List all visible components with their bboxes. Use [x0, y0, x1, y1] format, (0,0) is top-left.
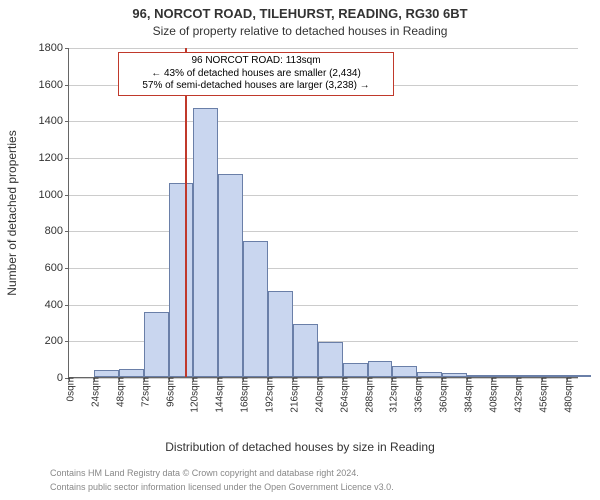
chart-container: 96, NORCOT ROAD, TILEHURST, READING, RG3…	[0, 0, 600, 500]
gridline	[69, 195, 578, 196]
ytick-label: 400	[45, 299, 69, 311]
histogram-bar	[218, 174, 243, 377]
xtick-label: 24sqm	[86, 377, 101, 407]
gridline	[69, 268, 578, 269]
gridline	[69, 48, 578, 49]
xtick-label: 336sqm	[410, 377, 425, 413]
xtick-label: 192sqm	[261, 377, 276, 413]
ytick-label: 200	[45, 335, 69, 347]
chart-title: 96, NORCOT ROAD, TILEHURST, READING, RG3…	[0, 6, 600, 21]
gridline	[69, 158, 578, 159]
histogram-bar	[119, 369, 144, 377]
histogram-bar	[144, 312, 169, 377]
histogram-bar	[243, 241, 268, 377]
ytick-label: 600	[45, 262, 69, 274]
plot-area: 0200400600800100012001400160018000sqm24s…	[68, 48, 578, 378]
gridline	[69, 231, 578, 232]
histogram-bar	[318, 342, 343, 377]
histogram-bar	[293, 324, 318, 377]
xtick-label: 432sqm	[509, 377, 524, 413]
xtick-label: 96sqm	[161, 377, 176, 407]
xtick-label: 168sqm	[236, 377, 251, 413]
ytick-label: 1200	[39, 152, 69, 164]
annotation-box: 96 NORCOT ROAD: 113sqm← 43% of detached …	[118, 52, 394, 96]
xtick-label: 120sqm	[186, 377, 201, 413]
xtick-label: 0sqm	[62, 377, 77, 401]
histogram-bar	[343, 363, 368, 377]
histogram-bar	[193, 108, 218, 378]
xtick-label: 240sqm	[310, 377, 325, 413]
xtick-label: 384sqm	[460, 377, 475, 413]
xtick-label: 216sqm	[285, 377, 300, 413]
footer-line-1: Contains HM Land Registry data © Crown c…	[50, 468, 359, 478]
histogram-bar	[94, 370, 119, 377]
footer-line-2: Contains public sector information licen…	[50, 482, 394, 492]
xtick-label: 288sqm	[360, 377, 375, 413]
histogram-bar	[268, 291, 293, 377]
histogram-bar	[392, 366, 417, 377]
x-axis-label: Distribution of detached houses by size …	[0, 440, 600, 454]
xtick-label: 72sqm	[136, 377, 151, 407]
xtick-label: 264sqm	[335, 377, 350, 413]
xtick-label: 144sqm	[211, 377, 226, 413]
annotation-line: 57% of semi-detached houses are larger (…	[125, 80, 387, 93]
ytick-label: 1800	[39, 42, 69, 54]
xtick-label: 408sqm	[484, 377, 499, 413]
xtick-label: 456sqm	[534, 377, 549, 413]
ytick-label: 1600	[39, 79, 69, 91]
ytick-label: 800	[45, 225, 69, 237]
xtick-label: 312sqm	[385, 377, 400, 413]
property-marker-line	[185, 48, 187, 377]
y-axis-label: Number of detached properties	[5, 130, 19, 295]
annotation-line: ← 43% of detached houses are smaller (2,…	[125, 68, 387, 81]
ytick-label: 1400	[39, 115, 69, 127]
xtick-label: 48sqm	[111, 377, 126, 407]
histogram-bar	[368, 361, 393, 377]
gridline	[69, 121, 578, 122]
ytick-label: 1000	[39, 189, 69, 201]
xtick-label: 360sqm	[435, 377, 450, 413]
histogram-bar	[169, 183, 194, 377]
chart-subtitle: Size of property relative to detached ho…	[0, 24, 600, 38]
xtick-label: 480sqm	[559, 377, 574, 413]
gridline	[69, 305, 578, 306]
annotation-line: 96 NORCOT ROAD: 113sqm	[125, 55, 387, 68]
